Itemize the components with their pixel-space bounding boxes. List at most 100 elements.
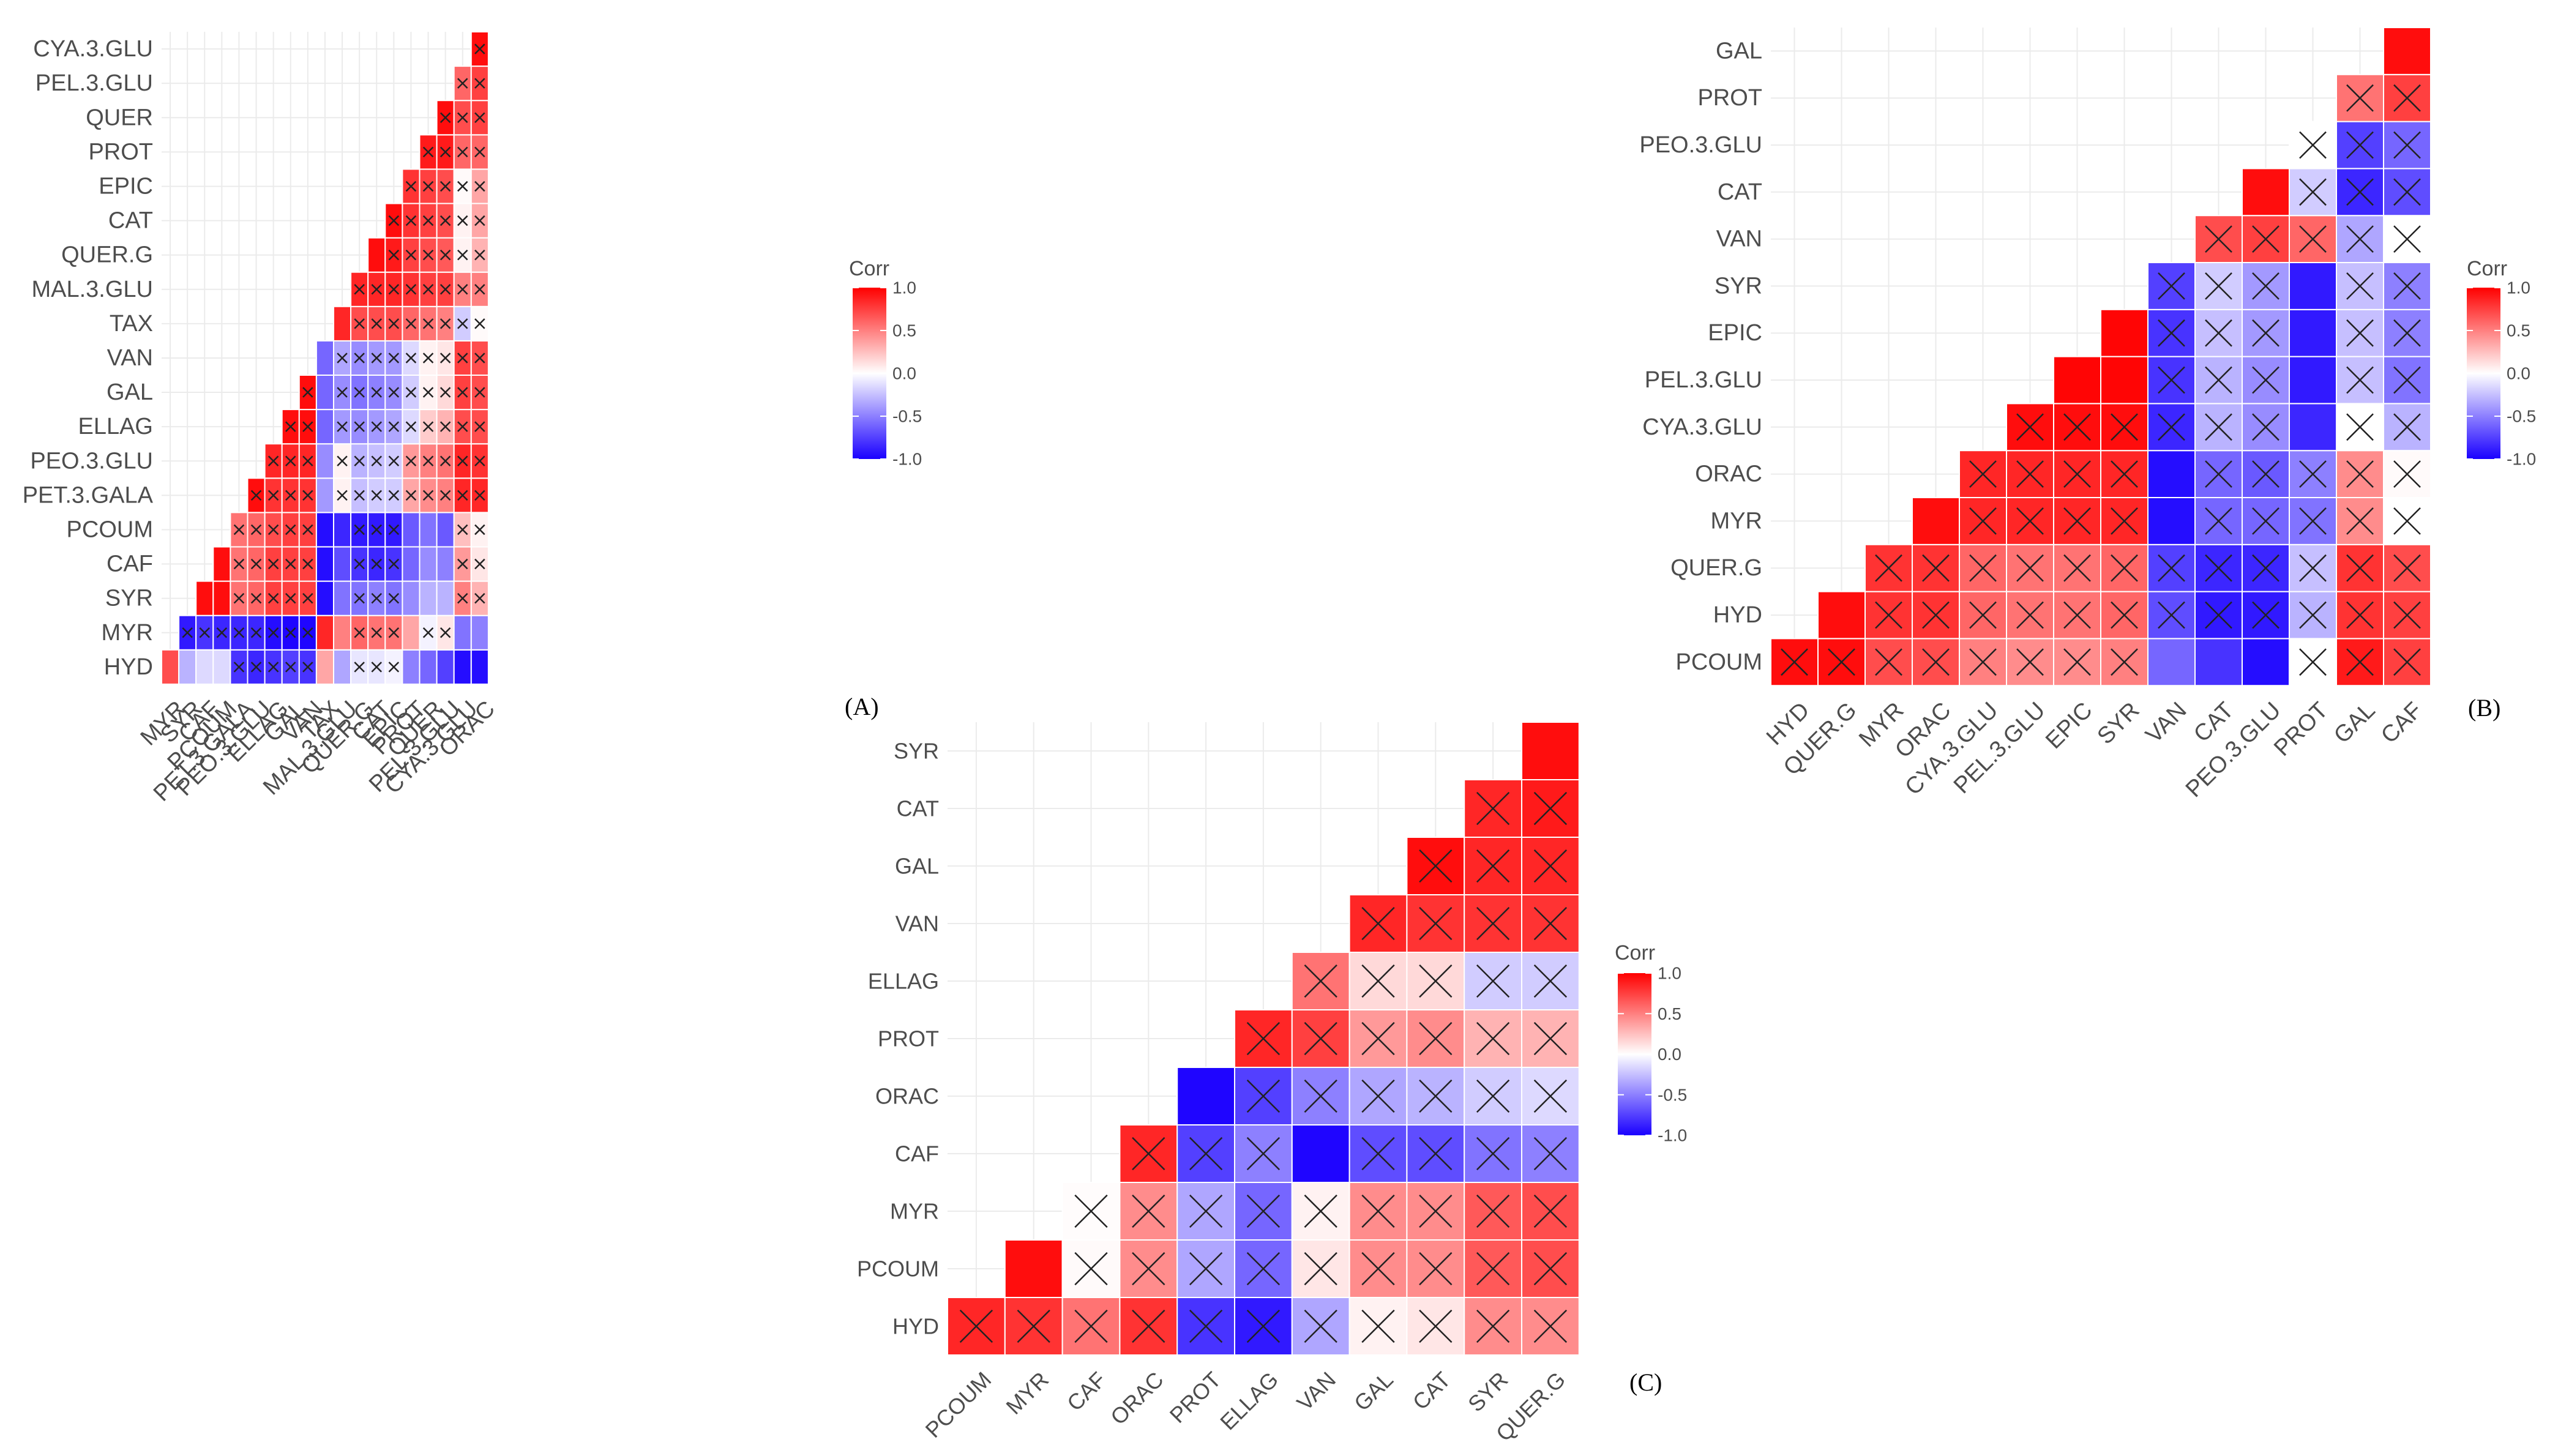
- insignificant-cross-mark: [354, 387, 365, 398]
- insignificant-cross-mark: [267, 558, 279, 570]
- heatmap-cell: [2147, 497, 2196, 545]
- insignificant-cross-mark: [1969, 601, 1997, 629]
- insignificant-cross-mark: [2016, 601, 2044, 629]
- insignificant-cross-mark: [439, 490, 451, 501]
- insignificant-cross-mark: [1922, 601, 1950, 629]
- insignificant-cross-mark: [405, 490, 417, 501]
- insignificant-cross-mark: [2111, 554, 2138, 582]
- panel-label: (B): [2468, 694, 2500, 722]
- insignificant-cross-mark: [371, 558, 383, 570]
- insignificant-cross-mark: [439, 421, 451, 432]
- legend-title: Corr: [849, 257, 889, 280]
- insignificant-cross-mark: [2158, 319, 2185, 347]
- insignificant-cross-mark: [302, 455, 313, 467]
- insignificant-cross-mark: [1074, 1309, 1108, 1343]
- heatmap-cell: [350, 305, 369, 342]
- insignificant-cross-mark: [457, 353, 468, 364]
- insignificant-cross-mark: [2252, 460, 2279, 488]
- insignificant-cross-mark: [2346, 413, 2374, 441]
- insignificant-cross-mark: [457, 249, 468, 261]
- insignificant-cross-mark: [1419, 1079, 1453, 1113]
- panel-label: (A): [845, 693, 879, 720]
- insignificant-cross-mark: [250, 490, 262, 501]
- y-tick-label: CAF: [107, 551, 153, 577]
- insignificant-cross-mark: [474, 387, 485, 398]
- legend-tick-label: 0.5: [2507, 321, 2530, 340]
- heatmap-cell: [1521, 1297, 1580, 1356]
- insignificant-cross-mark: [267, 627, 279, 638]
- insignificant-cross-mark: [2393, 648, 2421, 676]
- heatmap-panel-c: HYDPCOUMMYRCAFORACPROTELLAGVANGALCATSYRP…: [857, 722, 1687, 1446]
- insignificant-cross-mark: [2393, 507, 2421, 535]
- insignificant-cross-mark: [457, 421, 468, 432]
- insignificant-cross-mark: [2299, 554, 2327, 582]
- legend-tick-label: 1.0: [1658, 964, 1681, 983]
- insignificant-cross-mark: [1304, 1021, 1337, 1056]
- insignificant-cross-mark: [233, 662, 245, 673]
- insignificant-cross-mark: [422, 627, 434, 638]
- heatmap-cell: [2100, 308, 2148, 357]
- heatmap-cell: [315, 477, 335, 513]
- insignificant-cross-mark: [371, 662, 383, 673]
- insignificant-cross-mark: [2346, 178, 2374, 206]
- y-tick-label: QUER.G: [61, 242, 153, 268]
- y-tick-label: PEL.3.GLU: [36, 70, 153, 96]
- insignificant-cross-mark: [422, 387, 434, 398]
- insignificant-cross-mark: [405, 387, 417, 398]
- heatmap-cell: [315, 580, 335, 616]
- y-tick-label: HYD: [892, 1314, 939, 1339]
- heatmap-cell: [315, 409, 335, 445]
- heatmap-cell: [1912, 638, 1960, 687]
- insignificant-cross-mark: [1419, 1252, 1453, 1286]
- insignificant-cross-mark: [354, 421, 365, 432]
- insignificant-cross-mark: [1361, 1137, 1395, 1171]
- heatmap-cell: [315, 649, 335, 685]
- insignificant-cross-mark: [1132, 1252, 1165, 1286]
- insignificant-cross-mark: [457, 558, 468, 570]
- insignificant-cross-mark: [371, 421, 383, 432]
- insignificant-cross-mark: [2393, 225, 2421, 253]
- insignificant-cross-mark: [405, 249, 417, 261]
- heatmap-cell: [2242, 450, 2290, 499]
- insignificant-cross-mark: [1246, 1137, 1281, 1171]
- insignificant-cross-mark: [388, 283, 400, 295]
- insignificant-cross-mark: [1017, 1309, 1050, 1343]
- insignificant-cross-mark: [1189, 1137, 1223, 1171]
- y-tick-label: CAT: [897, 796, 939, 821]
- insignificant-cross-mark: [2346, 272, 2374, 300]
- insignificant-cross-mark: [285, 592, 296, 604]
- insignificant-cross-mark: [354, 455, 365, 467]
- panel-label: (C): [1629, 1368, 1662, 1396]
- heatmap-cell: [367, 340, 386, 376]
- insignificant-cross-mark: [302, 524, 313, 536]
- insignificant-cross-mark: [388, 627, 400, 638]
- insignificant-cross-mark: [1361, 964, 1395, 998]
- legend-tick-label: -0.5: [892, 407, 922, 426]
- heatmap-cell: [2242, 638, 2290, 687]
- heatmap-cell: [402, 614, 421, 651]
- insignificant-cross-mark: [388, 558, 400, 570]
- insignificant-cross-mark: [1361, 1021, 1395, 1056]
- heatmap-cell: [436, 649, 455, 685]
- insignificant-cross-mark: [337, 455, 348, 467]
- heatmap-cell: [2336, 356, 2384, 405]
- insignificant-cross-mark: [1533, 849, 1568, 883]
- heatmap-cell: [402, 649, 421, 685]
- heatmap-cell: [2053, 356, 2101, 405]
- heatmap-cell: [453, 649, 472, 685]
- insignificant-cross-mark: [2393, 272, 2421, 300]
- insignificant-cross-mark: [354, 283, 365, 295]
- insignificant-cross-mark: [267, 455, 279, 467]
- y-tick-label: GAL: [107, 379, 153, 405]
- insignificant-cross-mark: [1304, 1309, 1337, 1343]
- legend-tick-label: -0.5: [1658, 1085, 1687, 1104]
- y-tick-label: PROT: [878, 1026, 939, 1051]
- insignificant-cross-mark: [439, 387, 451, 398]
- insignificant-cross-mark: [2346, 366, 2374, 394]
- insignificant-cross-mark: [474, 558, 485, 570]
- insignificant-cross-mark: [422, 146, 434, 158]
- y-tick-label: PEO.3.GLU: [1639, 132, 1762, 158]
- insignificant-cross-mark: [422, 181, 434, 192]
- insignificant-cross-mark: [388, 455, 400, 467]
- heatmap-cell: [419, 546, 438, 582]
